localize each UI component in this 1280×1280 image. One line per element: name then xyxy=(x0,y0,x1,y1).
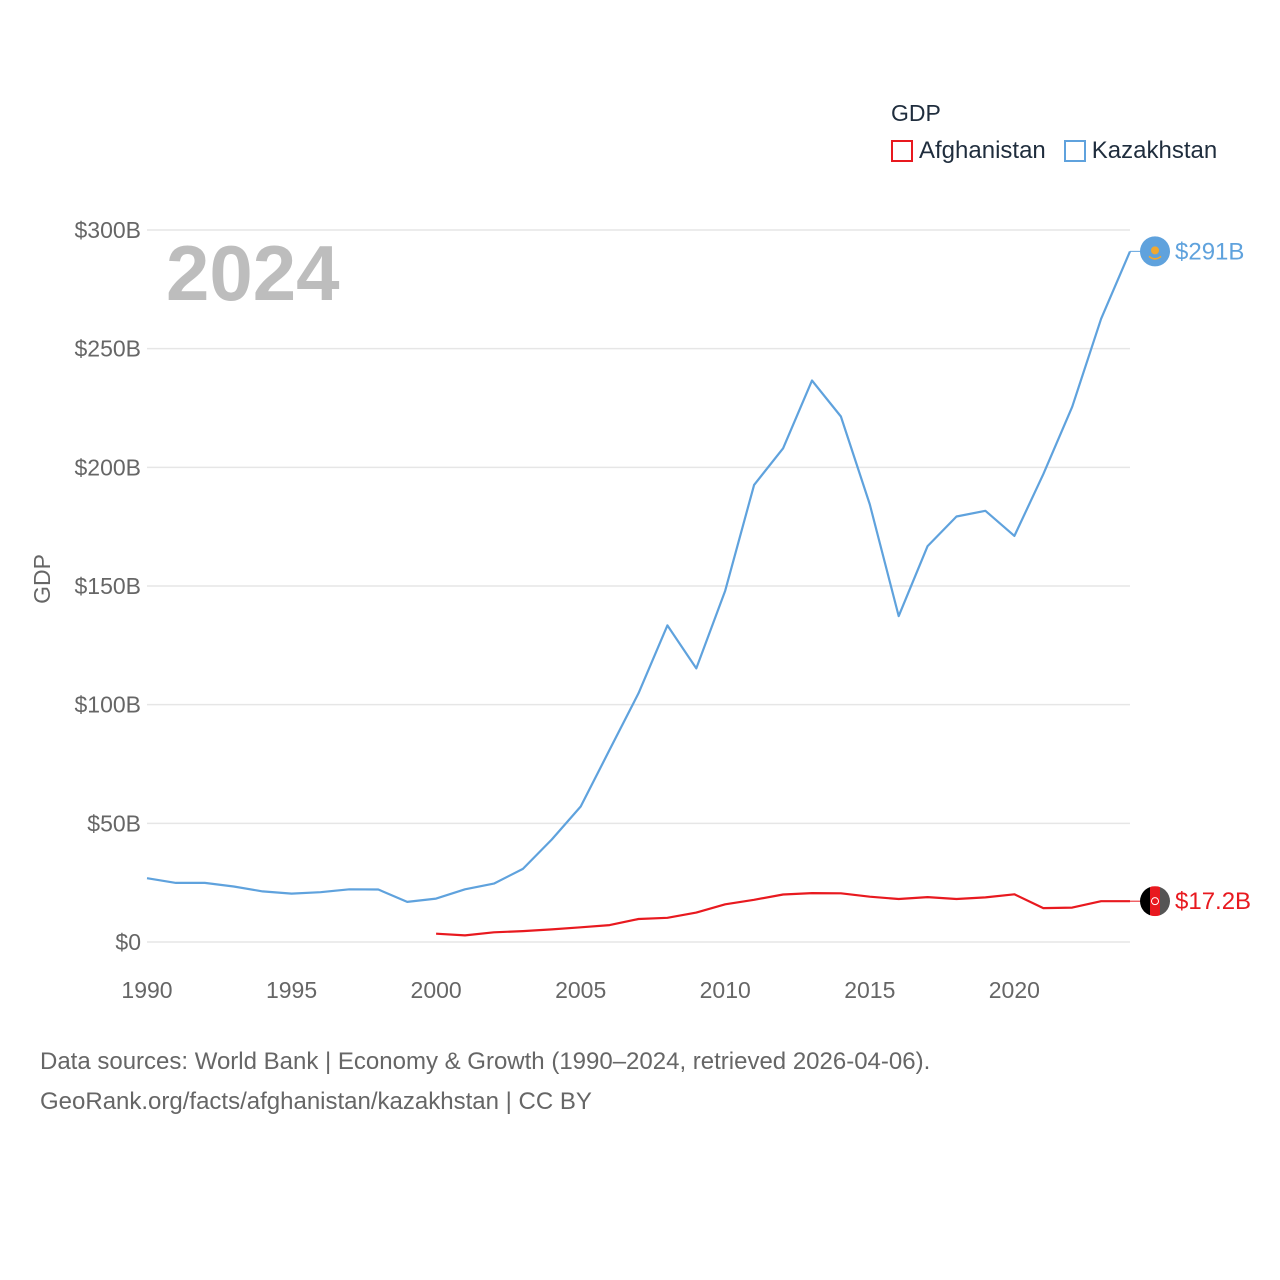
end-value-label-kazakhstan: $291B xyxy=(1175,238,1244,265)
y-tick-label: $100B xyxy=(74,692,141,718)
legend-title: GDP xyxy=(891,100,941,126)
x-tick-label: 1995 xyxy=(266,977,317,1003)
year-label: 2024 xyxy=(166,229,340,317)
x-tick-label: 2010 xyxy=(700,977,751,1003)
y-axis-label: GDP xyxy=(29,554,55,604)
x-tick-label: 2020 xyxy=(989,977,1040,1003)
x-tick-label: 2015 xyxy=(844,977,895,1003)
x-tick-label: 2005 xyxy=(555,977,606,1003)
legend-label-kazakhstan: Kazakhstan xyxy=(1091,137,1218,164)
x-tick-label: 1990 xyxy=(121,977,172,1003)
source-line-2: GeoRank.org/facts/afghanistan/kazakhstan… xyxy=(40,1088,592,1115)
source-note: Data sources: World Bank | Economy & Gro… xyxy=(40,1042,930,1122)
y-tick-label: $150B xyxy=(74,573,141,599)
y-tick-label: $0 xyxy=(115,929,141,955)
kazakhstan-flag-icon xyxy=(1140,236,1170,267)
x-tick-label: 2000 xyxy=(411,977,462,1003)
y-tick-label: $200B xyxy=(74,454,141,480)
afghanistan-flag-icon xyxy=(1140,886,1170,917)
x-axis-ticks: 1990 1995 2000 2005 2010 2015 2020 xyxy=(121,977,1040,1003)
end-value-label-afghanistan: $17.2B xyxy=(1175,888,1251,915)
series-line-kazakhstan xyxy=(146,250,1132,903)
y-tick-label: $300B xyxy=(74,217,141,243)
legend-swatch-kazakhstan xyxy=(1063,140,1086,162)
series-lines xyxy=(146,250,1132,937)
legend-item-afghanistan[interactable]: Afghanistan xyxy=(891,137,1046,165)
end-markers: $17.2B $291B xyxy=(1130,236,1251,917)
legend-swatch-afghanistan xyxy=(891,140,913,162)
legend-items: Afghanistan Kazakhstan xyxy=(891,137,1217,165)
y-tick-label: $250B xyxy=(74,336,141,362)
legend-label-afghanistan: Afghanistan xyxy=(919,137,1046,164)
y-tick-label: $50B xyxy=(87,810,141,836)
legend-item-kazakhstan[interactable]: Kazakhstan xyxy=(1063,137,1218,165)
series-line-afghanistan xyxy=(436,892,1130,937)
source-line-1: Data sources: World Bank | Economy & Gro… xyxy=(40,1048,931,1075)
legend: GDP Afghanistan Kazakhstan xyxy=(891,100,1217,165)
y-axis-ticks: $0 $50B $100B $150B $200B $250B $300B xyxy=(74,217,141,955)
gridlines xyxy=(147,229,1130,943)
